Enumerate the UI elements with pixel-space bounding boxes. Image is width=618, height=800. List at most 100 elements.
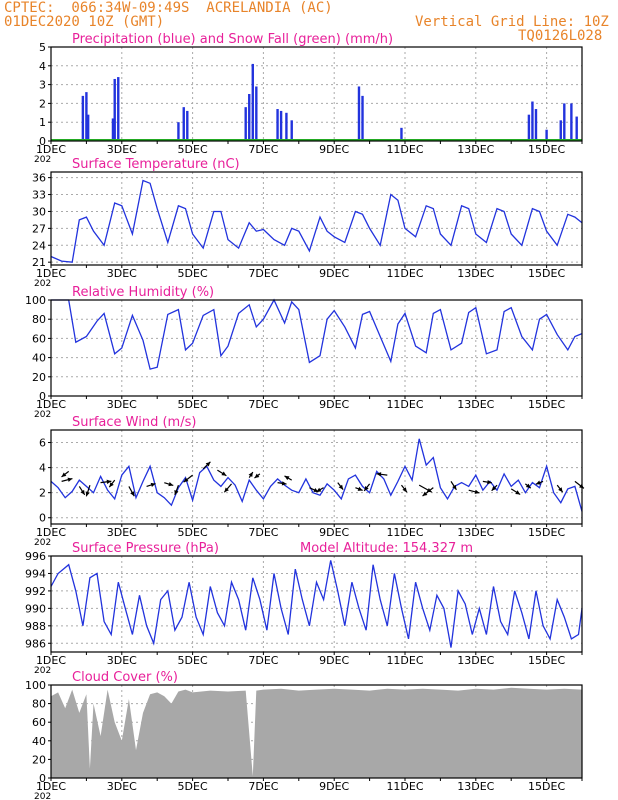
y-tick-label: 60: [32, 716, 46, 729]
wind-arrow: [78, 486, 86, 496]
y-tick-label: 992: [25, 585, 46, 598]
header-run-time: 01DEC2020 10Z (GMT): [4, 14, 165, 30]
wind-arrow-head: [61, 472, 67, 477]
panel-subtitle: Model Altitude: 154.327 m: [300, 541, 473, 556]
y-tick-label: 80: [32, 698, 46, 711]
x-tick-label: 3DEC: [107, 267, 137, 280]
precip-bar: [111, 118, 115, 141]
x-tick-label: 7DEC: [248, 526, 278, 539]
wind-arrow-head: [515, 490, 521, 495]
precip-bar: [182, 107, 185, 141]
panel-frame: [50, 684, 583, 779]
x-tick-label: 1DEC: [36, 654, 66, 667]
panel-title: Surface Pressure (hPa): [72, 541, 219, 556]
wind-arrow: [468, 489, 480, 494]
panel-cloud: 0 20 40 60 80 100 1DEC 3DEC 5DEC 7DEC 9DEC 11DEC 13D…: [25, 670, 583, 800]
wind-arrow-head: [67, 477, 73, 482]
wind-arrow: [61, 470, 70, 478]
wind-arrow-head: [402, 487, 407, 493]
x-tick-label: 11DEC: [386, 780, 423, 793]
wind-arrow-head: [205, 461, 211, 467]
x-tick-label: 11DEC: [386, 267, 423, 280]
wind-arrow-head: [150, 482, 156, 488]
x-tick-label: 9DEC: [319, 780, 349, 793]
y-tick-label: 3: [39, 79, 46, 92]
precip-bar: [86, 114, 90, 141]
wind-arrow: [510, 488, 521, 496]
precip-bar: [531, 101, 534, 141]
panel-temp: 21 24 27 30 33 36 1DEC 3DEC 5DEC 7DEC 9DEC 11DEC 13D…: [32, 157, 583, 289]
y-tick-label: 27: [32, 222, 46, 235]
wind-arrow-head: [85, 491, 90, 497]
x-year-label: 202: [34, 155, 51, 165]
y-tick-label: 5: [39, 41, 46, 54]
precip-bar: [575, 116, 578, 141]
wind-arrow-head: [183, 477, 189, 483]
wind-arrow-head: [281, 481, 287, 486]
precip-bar: [534, 109, 538, 141]
x-tick-label: 7DEC: [248, 398, 278, 411]
panel-title: Cloud Cover (%): [72, 670, 178, 685]
x-tick-label: 9DEC: [319, 654, 349, 667]
x-tick-label: 11DEC: [386, 398, 423, 411]
wind-arrow: [128, 486, 135, 497]
wind-arrow-head: [109, 482, 114, 488]
panel-title: Surface Temperature (nC): [72, 157, 240, 172]
y-tick-label: 40: [32, 735, 46, 748]
wind-arrow: [337, 482, 344, 491]
wind-arrow: [284, 475, 293, 481]
wind-arrow: [491, 484, 498, 492]
wind-arrow: [202, 461, 211, 470]
wind-arrow-head: [224, 487, 229, 493]
wind-arrow: [316, 487, 324, 493]
wind-arrow: [556, 484, 564, 493]
x-tick-label: 5DEC: [178, 526, 208, 539]
y-tick-label: 0: [39, 512, 46, 525]
wind-arrow-head: [364, 486, 369, 491]
x-tick-label: 11DEC: [386, 143, 423, 156]
precip-bar: [545, 129, 548, 141]
x-tick-label: 11DEC: [386, 654, 423, 667]
precip-bar: [117, 77, 120, 141]
wind-arrow-head: [487, 479, 492, 485]
wind-arrow-head: [558, 487, 563, 493]
wind-arrow-head: [316, 487, 322, 492]
panel-pressure: 986 988 990 992 994 996 1DEC 3DEC 5DEC 7DEC 9DEC 11…: [25, 541, 583, 676]
x-tick-label: 7DEC: [248, 267, 278, 280]
wind-arrow-head: [80, 489, 85, 495]
wind-arrow: [400, 484, 408, 493]
wind-arrow: [355, 486, 363, 492]
y-tick-label: 4: [39, 60, 46, 73]
x-tick-label: 13DEC: [457, 398, 494, 411]
precip-bar: [285, 112, 288, 141]
wind-arrow: [248, 471, 254, 478]
y-tick-label: 20: [32, 371, 46, 384]
x-tick-label: 1DEC: [36, 526, 66, 539]
wind-arrow: [174, 484, 180, 496]
wind-arrow-head: [221, 471, 227, 476]
y-tick-label: 4: [39, 462, 46, 475]
wind-arrow-head: [338, 484, 344, 490]
wind-arrow-head: [422, 491, 428, 497]
panel-rh: 0 20 40 60 80 100 1DEC 3DEC 5DEC 7DEC 9DEC 11DEC 13D…: [25, 285, 583, 420]
wind-arrow-head: [284, 475, 290, 481]
panel-frame: [50, 299, 583, 397]
wind-arrow-head: [491, 485, 497, 491]
x-year-label: 202: [34, 410, 51, 420]
precip-bar: [255, 86, 258, 141]
x-tick-label: 7DEC: [248, 654, 278, 667]
x-tick-label: 5DEC: [178, 780, 208, 793]
wind-arrow-head: [452, 484, 457, 490]
x-tick-label: 13DEC: [457, 143, 494, 156]
precip-bar: [248, 94, 251, 141]
x-tick-label: 15DEC: [528, 526, 565, 539]
y-tick-label: 30: [32, 205, 46, 218]
x-tick-label: 15DEC: [528, 267, 565, 280]
precip-bar: [113, 78, 116, 141]
panel-frame: [50, 555, 583, 653]
y-tick-label: 40: [32, 352, 46, 365]
precip-bar: [527, 114, 531, 141]
precip-bar: [570, 103, 573, 141]
wind-arrow: [450, 481, 457, 491]
